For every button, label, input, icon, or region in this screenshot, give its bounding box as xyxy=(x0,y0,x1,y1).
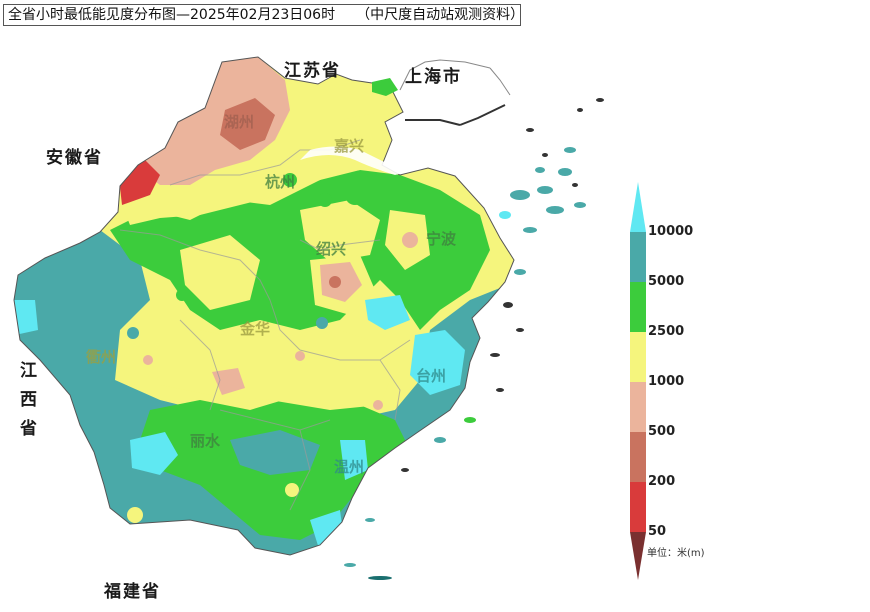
legend-swatch-50-200 xyxy=(630,482,646,532)
legend-label-2500: 2500 xyxy=(648,324,685,339)
zhoushan-islands xyxy=(344,98,604,580)
contour-cyan-lishui xyxy=(130,432,178,475)
city-ningbo: 宁波 xyxy=(426,230,457,248)
legend-bottom-arrow xyxy=(630,532,646,580)
city-quzhou: 衢州 xyxy=(86,348,117,366)
contour-cyan-taizhou xyxy=(410,330,465,395)
city-lishui: 丽水 xyxy=(190,432,221,450)
contour-salmon-spot-2 xyxy=(143,355,153,365)
contour-teal-inner xyxy=(230,430,320,475)
contour-teal-spot-2 xyxy=(127,327,139,339)
contour-salmon-ningbo xyxy=(402,232,418,248)
map-title: 全省小时最低能见度分布图—2025年02月23日06时 （中尺度自动站观测资料） xyxy=(3,4,524,26)
city-hangzhou: 杭州 xyxy=(265,173,296,191)
legend-label-10000: 10000 xyxy=(648,224,694,239)
jiangsu-green-patch xyxy=(372,78,398,96)
contour-yellow-north xyxy=(120,110,405,225)
legend-label-1000: 1000 xyxy=(648,374,685,389)
contour-cyan-wenzhou xyxy=(340,440,368,480)
label-jiangxi-1: 江 xyxy=(20,361,37,381)
contour-brown-huzhou xyxy=(220,98,275,150)
contour-green-spot-4 xyxy=(176,289,188,301)
legend-top-arrow xyxy=(630,182,646,232)
label-jiangxi-3: 省 xyxy=(20,419,37,439)
city-jiaxing: 嘉兴 xyxy=(334,137,365,155)
legend-swatch-500-1000 xyxy=(630,382,646,432)
legend-swatch-1000-2500 xyxy=(630,332,646,382)
coastline-north xyxy=(399,59,511,96)
legend-swatch-200-500 xyxy=(630,432,646,482)
legend-swatch-2500-5000 xyxy=(630,282,646,332)
contour-yellow-shaoxing xyxy=(300,200,380,262)
contour-green-spot-1 xyxy=(345,185,365,205)
contour-cyan-north-taizhou xyxy=(365,295,410,330)
legend-label-5000: 5000 xyxy=(648,274,685,289)
contour-salmon-spot-1 xyxy=(295,351,305,361)
city-shaoxing: 绍兴 xyxy=(316,240,347,258)
label-jiangsu: 江苏省 xyxy=(284,61,341,81)
contour-green-spot-3 xyxy=(283,173,297,187)
city-huzhou: 湖州 xyxy=(224,113,255,131)
qiantang-river xyxy=(300,146,405,175)
legend-unit: 单位：米(m) xyxy=(647,548,705,559)
legend-label-200: 200 xyxy=(648,474,676,489)
shanghai-boundary xyxy=(405,104,506,126)
contour-teal-spot-1 xyxy=(316,317,328,329)
legend-label-50: 50 xyxy=(648,524,667,539)
legend-label-500: 500 xyxy=(648,424,676,439)
city-boundaries xyxy=(119,139,411,511)
city-jinhua: 金华 xyxy=(240,320,271,338)
contour-salmon-jinhua xyxy=(212,368,245,395)
label-jiangxi-2: 西 xyxy=(20,390,37,410)
legend-swatch-5000-10000 xyxy=(630,232,646,282)
contour-yellow-spot-south xyxy=(285,483,299,497)
label-anhui: 安徽省 xyxy=(46,148,103,168)
contour-salmon-huzhou xyxy=(140,57,290,185)
label-fujian: 福建省 xyxy=(104,582,161,602)
city-wenzhou: 温州 xyxy=(334,458,365,476)
contour-salmon-spot-3 xyxy=(373,400,383,410)
city-taizhou: 台州 xyxy=(416,367,447,385)
contour-yellow-west xyxy=(180,235,260,310)
contour-green-spot-2 xyxy=(318,193,332,207)
contour-yellow-spot-sw xyxy=(127,507,143,523)
contour-brown-shaoxing xyxy=(329,276,341,288)
legend-bar xyxy=(630,182,646,580)
label-shanghai: 上海市 xyxy=(405,67,462,87)
contour-cyan-west xyxy=(14,300,38,335)
